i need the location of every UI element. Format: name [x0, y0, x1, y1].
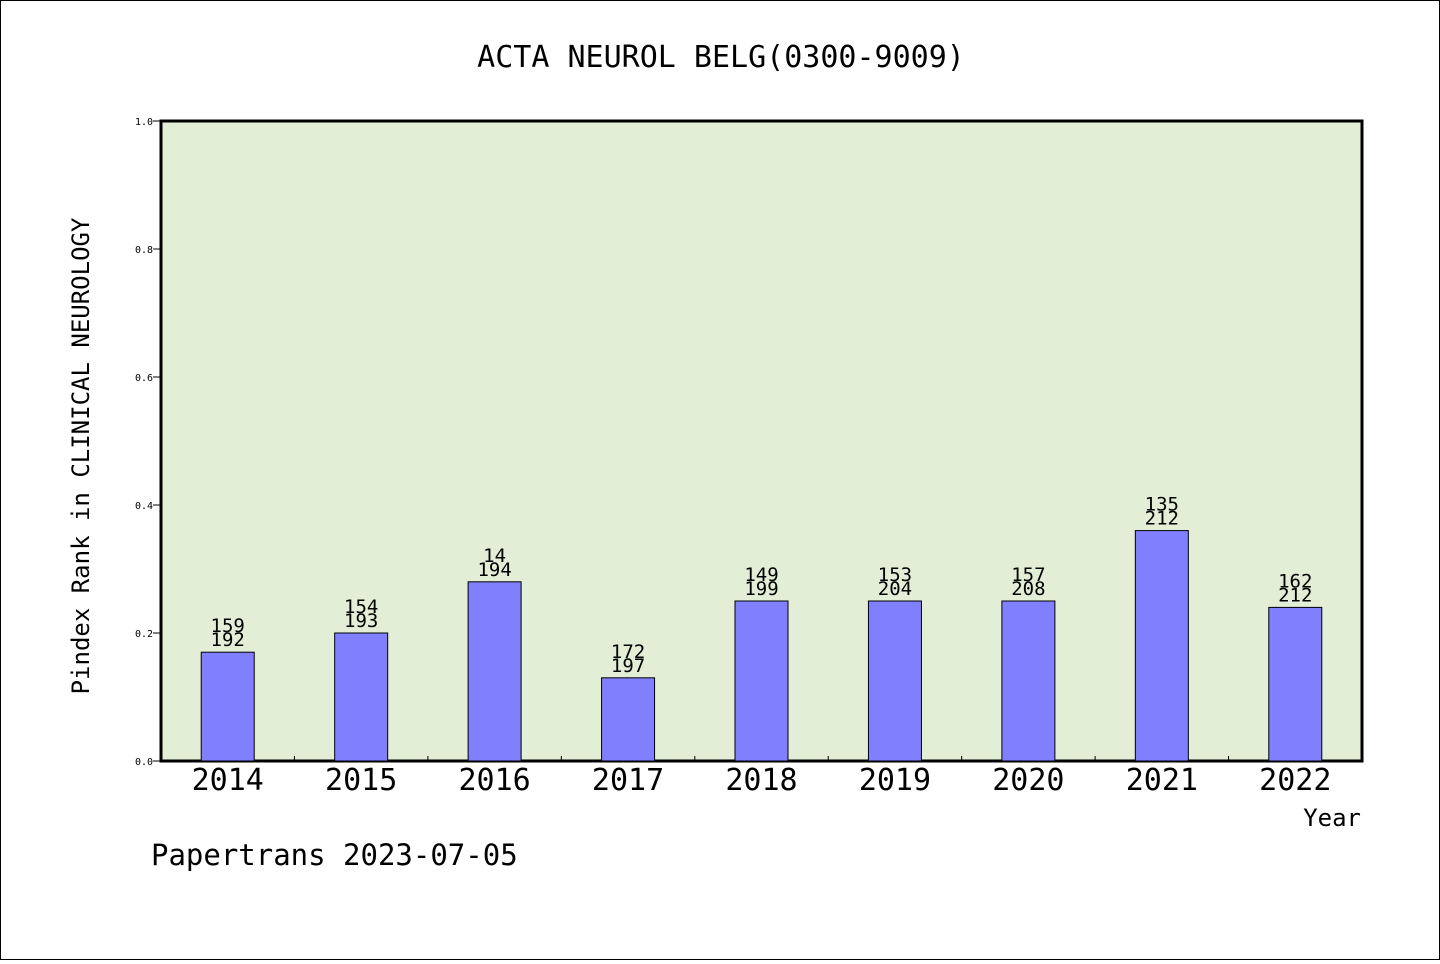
x-tick-label: 2018 — [725, 763, 797, 798]
bar-label-bottom: 197 — [611, 655, 645, 677]
bar-label-bottom: 199 — [744, 578, 778, 600]
bar-label-top: 153 — [878, 564, 912, 586]
bar-label-top: 162 — [1278, 570, 1312, 592]
bar-2019 — [867, 600, 922, 762]
y-tick-label: 1.0 — [135, 117, 153, 128]
bar-label-bottom: 193 — [344, 610, 378, 632]
x-tick-label: 2021 — [1126, 763, 1198, 798]
bar-label-top: 14 — [483, 545, 506, 567]
bar-2020 — [1001, 600, 1056, 762]
y-axis: 0.0 0.2 0.4 0.6 0.8 1.0 — [135, 117, 161, 768]
x-tick-label: 2016 — [458, 763, 530, 798]
bar-2018 — [734, 600, 789, 762]
bar-2017 — [601, 677, 656, 762]
bar-2021 — [1134, 530, 1189, 762]
bar-label-top: 157 — [1011, 564, 1045, 586]
bar-label-bottom: 212 — [1278, 584, 1312, 606]
bar-label-top: 149 — [744, 564, 778, 586]
y-tick-label: 0.6 — [135, 373, 153, 384]
bar-2022 — [1268, 606, 1323, 762]
bar-label-bottom: 204 — [878, 578, 912, 600]
chart-title: ACTA NEUROL BELG(0300-9009) — [477, 40, 965, 75]
bar-series — [200, 530, 1323, 762]
x-tick-label: 2014 — [192, 763, 264, 798]
bar-label-top: 172 — [611, 641, 645, 663]
bar-label-top: 159 — [211, 615, 245, 637]
bar-label-top: 154 — [344, 596, 378, 618]
x-axis-label: Year — [1303, 804, 1361, 832]
x-tick-label: 2017 — [592, 763, 664, 798]
x-tick-label: 2019 — [859, 763, 931, 798]
y-tick-label: 0.8 — [135, 245, 153, 256]
y-axis-label: Pindex Rank in CLINICAL NEUROLOGY — [67, 217, 95, 694]
y-tick-label: 0.0 — [135, 757, 153, 768]
y-tick-label: 0.2 — [135, 629, 153, 640]
bar-2016 — [467, 581, 522, 762]
bar-label-bottom: 192 — [211, 629, 245, 651]
bar-label-bottom: 194 — [477, 559, 511, 581]
x-tick-label: 2020 — [992, 763, 1064, 798]
bar-label-bottom: 208 — [1011, 578, 1045, 600]
bar-2015 — [334, 632, 389, 762]
x-axis: 2014 2015 2016 2017 2018 2019 2020 2021 2022 — [192, 756, 1331, 798]
y-tick-label: 0.4 — [135, 501, 153, 512]
bar-2014 — [200, 651, 255, 762]
watermark-text: Papertrans 2023-07-05 — [151, 838, 518, 872]
bar-label-top: 135 — [1145, 494, 1179, 516]
bar-label-bottom: 212 — [1145, 508, 1179, 530]
x-tick-label: 2022 — [1259, 763, 1331, 798]
x-tick-label: 2015 — [325, 763, 397, 798]
